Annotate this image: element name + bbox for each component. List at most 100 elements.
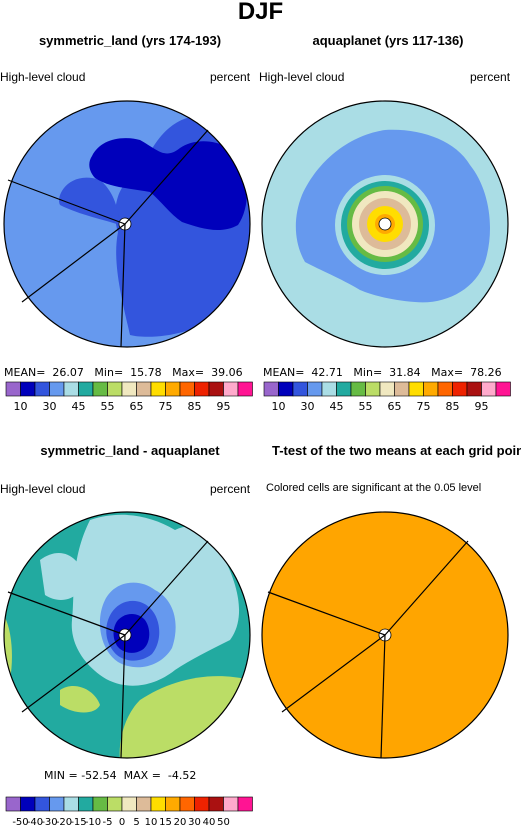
- colorbar1-box: [5, 381, 21, 397]
- colorbar3-tick-label: -10: [85, 817, 101, 825]
- colorbar2-tick-label: 10: [272, 400, 286, 413]
- colorbar2-box: [437, 381, 453, 397]
- colorbar3-tick-label: -30: [41, 817, 57, 825]
- panel1-boundary: [3, 100, 251, 348]
- panel3-contour-minus15: [40, 552, 85, 600]
- colorbar3-box: [136, 796, 152, 812]
- colorbar3-box: [223, 796, 239, 812]
- colorbar1-box: [179, 381, 195, 397]
- colorbar2-box: [394, 381, 410, 397]
- panel2-units-label: percent: [470, 70, 511, 84]
- colorbar3-box: [194, 796, 210, 812]
- panel2-variable-label: High-level cloud: [259, 70, 345, 84]
- colorbar1-tick-label: 65: [130, 400, 144, 413]
- panel4-title: T-test of the two means at each grid poi…: [272, 443, 521, 458]
- colorbar1-box: [92, 381, 108, 397]
- panel3-stats: MIN = -52.54 MAX = -4.52: [44, 769, 197, 782]
- colorbar3-box: [179, 796, 195, 812]
- colorbar3-tick-label: 0: [119, 817, 125, 825]
- panel4-continent-lines: [267, 540, 469, 759]
- colorbar3-box: [121, 796, 137, 812]
- panel1-units-label: percent: [210, 70, 251, 84]
- colorbar3-tick-label: 15: [159, 817, 172, 825]
- colorbar1-box: [165, 381, 181, 397]
- colorbar1-tick-label: 10: [14, 400, 28, 413]
- colorbar2-box: [307, 381, 323, 397]
- colorbar1-tick-label: 30: [43, 400, 57, 413]
- colorbar1-box: [20, 381, 36, 397]
- panel3-title: symmetric_land - aquaplanet: [40, 443, 220, 458]
- colorbar3-box: [5, 796, 21, 812]
- colorbar1-box: [63, 381, 79, 397]
- panel2-map: [261, 100, 509, 348]
- colorbar2-box: [466, 381, 482, 397]
- colorbar1-box: [34, 381, 50, 397]
- colorbar2-tick-label: 55: [359, 400, 373, 413]
- colorbar3-box: [165, 796, 181, 812]
- colorbar2-box: [263, 381, 279, 397]
- colorbar1-tick-label: 85: [188, 400, 202, 413]
- panel3-units-label: percent: [210, 482, 251, 496]
- colorbar1-box: [49, 381, 65, 397]
- panel3-boundary: [3, 511, 251, 759]
- panel3-map: [3, 511, 251, 759]
- colorbar2-box: [495, 381, 511, 397]
- colorbar3-tick-label: -50: [12, 817, 28, 825]
- colorbar1-box: [78, 381, 94, 397]
- colorbar2-box: [452, 381, 468, 397]
- colorbar3-tick-label: 20: [174, 817, 187, 825]
- colorbar3-box: [49, 796, 65, 812]
- colorbar2-box: [336, 381, 352, 397]
- colorbar2-tick-label: 65: [388, 400, 402, 413]
- colorbar3-box: [150, 796, 166, 812]
- colorbar2-tick-label: 95: [475, 400, 489, 413]
- panel1-stats: MEAN= 26.07 Min= 15.78 Max= 39.06: [4, 366, 243, 379]
- colorbar2-tick-label: 75: [417, 400, 431, 413]
- panel1-contour-55: [89, 138, 248, 231]
- colorbar3-box: [208, 796, 224, 812]
- colorbar3-tick-label: -20: [56, 817, 72, 825]
- panel4-map: [261, 511, 509, 759]
- colorbar1-box: [136, 381, 152, 397]
- colorbar2-box: [350, 381, 366, 397]
- colorbar1-tick-label: 55: [101, 400, 115, 413]
- colorbar3-tick-label: 30: [188, 817, 201, 825]
- colorbar1-box: [150, 381, 166, 397]
- colorbar3-box: [78, 796, 94, 812]
- panel1-map: [3, 100, 251, 348]
- colorbar3-tick-label: -15: [70, 817, 86, 825]
- colorbar-panel2: 10 30 45 55 65 75 85 95: [263, 381, 511, 413]
- main-title: DJF: [237, 0, 284, 25]
- colorbar3-tick-label: 5: [133, 817, 139, 825]
- colorbar3-tick-label: 40: [203, 817, 216, 825]
- colorbar1-box: [121, 381, 137, 397]
- colorbar3-tick-label: 50: [217, 817, 230, 825]
- colorbar2-tick-label: 85: [446, 400, 460, 413]
- colorbar1-box: [208, 381, 224, 397]
- colorbar-panel1: 10 30 45 55 65 75 85 95: [5, 381, 253, 413]
- panel1-continent-lines: [7, 129, 209, 348]
- colorbar2-box: [408, 381, 424, 397]
- colorbar3-box: [107, 796, 123, 812]
- colorbar2-tick-label: 30: [301, 400, 315, 413]
- colorbar3-box: [20, 796, 36, 812]
- panel2-boundary: [261, 100, 509, 348]
- panel1-title: symmetric_land (yrs 174-193): [38, 33, 222, 48]
- colorbar1-box: [194, 381, 210, 397]
- colorbar3-box: [34, 796, 50, 812]
- colorbar2-tick-label: 45: [330, 400, 344, 413]
- panel4-note-label: Colored cells are significant at the 0.0…: [266, 482, 482, 494]
- colorbar1-box: [223, 381, 239, 397]
- colorbar3-tick-label: -5: [103, 817, 113, 825]
- colorbar2-box: [278, 381, 294, 397]
- panel3-contour-minus5-lower: [60, 685, 100, 713]
- colorbar3-tick-label: -40: [27, 817, 43, 825]
- colorbar2-box: [379, 381, 395, 397]
- panel3-variable-label: High-level cloud: [0, 482, 86, 496]
- colorbar2-box: [321, 381, 337, 397]
- colorbar2-box: [481, 381, 497, 397]
- colorbar1-tick-label: 45: [72, 400, 86, 413]
- panel2-stats: MEAN= 42.71 Min= 31.84 Max= 78.26: [263, 366, 502, 379]
- panel2-pole: [378, 217, 392, 231]
